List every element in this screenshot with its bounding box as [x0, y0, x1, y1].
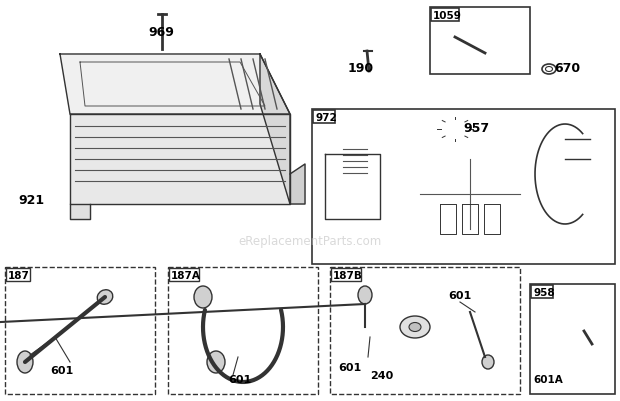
Ellipse shape: [437, 118, 473, 142]
Ellipse shape: [450, 180, 490, 209]
Text: 1059: 1059: [433, 11, 462, 21]
Bar: [331, 268, 361, 281]
Text: 601: 601: [338, 362, 361, 372]
Ellipse shape: [482, 355, 494, 369]
Polygon shape: [70, 115, 290, 205]
Ellipse shape: [343, 139, 367, 151]
Ellipse shape: [194, 286, 212, 308]
Polygon shape: [484, 205, 500, 235]
Text: 921: 921: [18, 193, 44, 206]
Text: 190: 190: [348, 61, 374, 74]
Bar: [531, 285, 553, 298]
Text: 601: 601: [448, 290, 471, 300]
Bar: [312, 110, 615, 264]
Text: 972: 972: [315, 113, 337, 123]
Polygon shape: [290, 164, 305, 205]
Text: 187: 187: [8, 270, 30, 280]
Text: 187A: 187A: [171, 270, 201, 280]
Bar: [330, 267, 520, 394]
Polygon shape: [260, 55, 290, 205]
Ellipse shape: [97, 290, 113, 304]
Text: 957: 957: [463, 121, 489, 134]
Ellipse shape: [409, 323, 421, 332]
Text: 969: 969: [148, 25, 174, 38]
Bar: [431, 9, 459, 22]
Bar: [5, 267, 155, 394]
Text: 601: 601: [228, 374, 251, 384]
Bar: [168, 267, 318, 394]
Text: 670: 670: [554, 61, 580, 74]
Bar: [530, 284, 615, 394]
Ellipse shape: [358, 286, 372, 304]
Text: 187B: 187B: [333, 270, 363, 280]
Ellipse shape: [590, 342, 598, 352]
Text: 240: 240: [370, 370, 393, 380]
Polygon shape: [325, 155, 380, 219]
Ellipse shape: [17, 351, 33, 373]
Bar: [169, 268, 199, 281]
Polygon shape: [440, 205, 456, 235]
Bar: [313, 111, 335, 124]
Bar: [430, 8, 530, 75]
Text: 601A: 601A: [533, 374, 563, 384]
Ellipse shape: [400, 316, 430, 338]
Polygon shape: [60, 55, 290, 115]
Text: eReplacementParts.com: eReplacementParts.com: [238, 234, 382, 247]
Text: 958: 958: [533, 287, 555, 297]
Text: 601: 601: [50, 365, 73, 375]
Ellipse shape: [557, 307, 587, 342]
Polygon shape: [462, 205, 478, 235]
Ellipse shape: [207, 351, 225, 373]
Bar: [6, 268, 30, 281]
Polygon shape: [70, 205, 90, 219]
